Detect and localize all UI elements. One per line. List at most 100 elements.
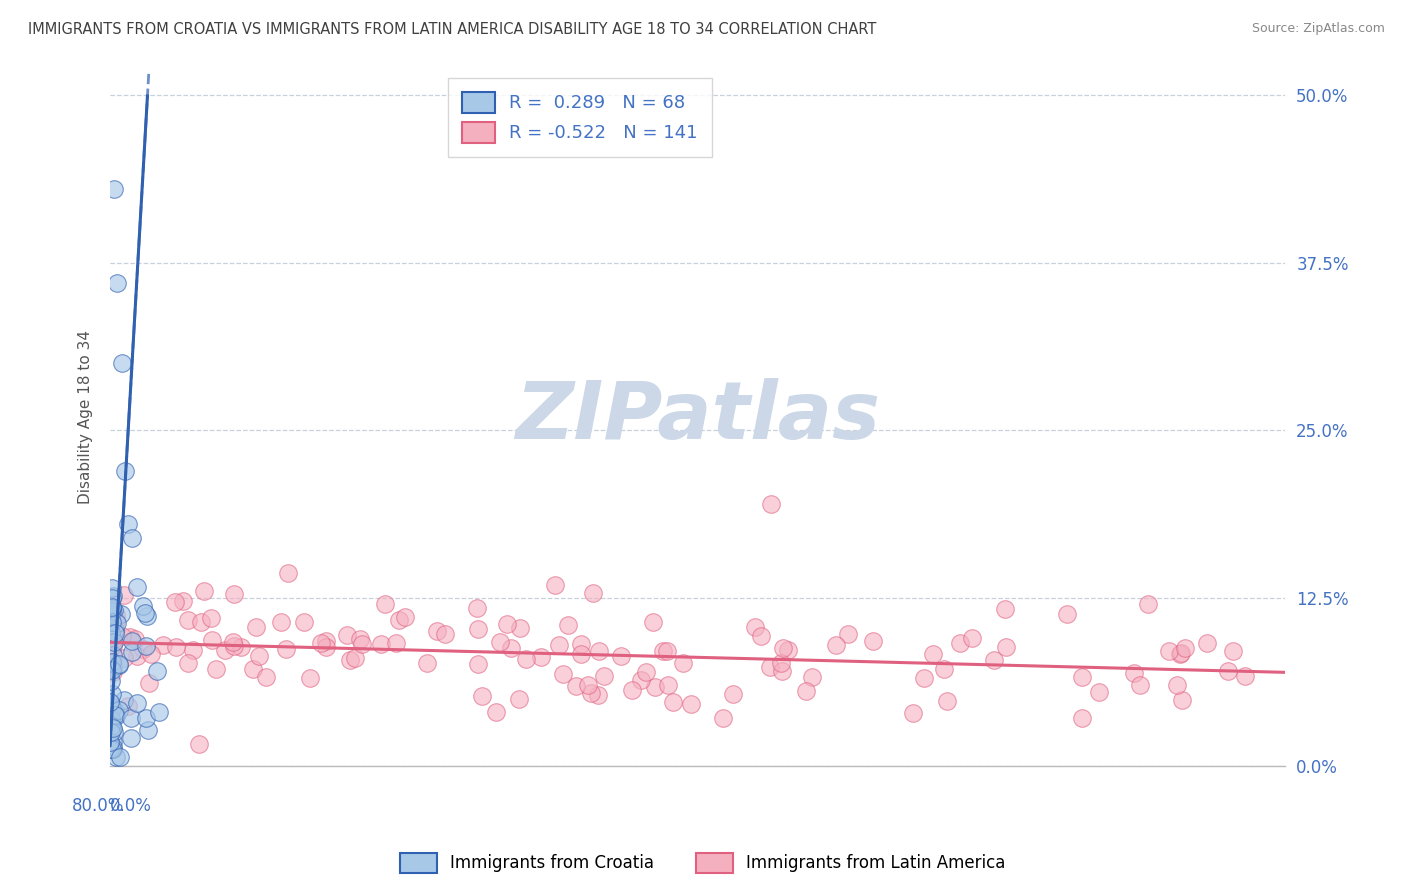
Point xyxy=(485,705,508,719)
Text: Source: ZipAtlas.com: Source: ZipAtlas.com xyxy=(1251,22,1385,36)
Point xyxy=(100,725,122,739)
Point xyxy=(101,591,124,605)
Point xyxy=(825,638,848,652)
Point xyxy=(103,725,125,739)
Point xyxy=(222,639,245,653)
Point xyxy=(1122,666,1144,681)
Point xyxy=(778,643,800,657)
Point xyxy=(108,749,131,764)
Point xyxy=(1129,678,1152,692)
Point xyxy=(112,651,135,665)
Point xyxy=(101,741,124,756)
Point xyxy=(465,600,488,615)
Point xyxy=(309,635,332,649)
Point xyxy=(100,604,122,618)
Point xyxy=(98,700,121,714)
Point xyxy=(588,644,610,658)
Point xyxy=(108,703,131,717)
Point xyxy=(101,581,124,595)
Point xyxy=(1071,670,1094,684)
Point xyxy=(224,586,246,600)
Point xyxy=(530,650,553,665)
Point xyxy=(770,664,793,678)
Point xyxy=(744,620,766,634)
Point xyxy=(222,635,245,649)
Text: IMMIGRANTS FROM CROATIA VS IMMIGRANTS FROM LATIN AMERICA DISABILITY AGE 18 TO 34: IMMIGRANTS FROM CROATIA VS IMMIGRANTS FR… xyxy=(28,22,876,37)
Point xyxy=(193,584,215,599)
Point xyxy=(315,640,337,655)
Point xyxy=(837,627,859,641)
Point xyxy=(634,665,657,679)
Point xyxy=(105,616,128,631)
Point xyxy=(370,637,392,651)
Point xyxy=(100,625,122,640)
Point xyxy=(569,638,592,652)
Point xyxy=(315,633,337,648)
Point xyxy=(187,737,209,751)
Point xyxy=(138,676,160,690)
Point xyxy=(131,599,153,613)
Point xyxy=(125,648,148,663)
Point xyxy=(681,698,703,712)
Point xyxy=(508,692,530,706)
Point xyxy=(101,656,124,670)
Point xyxy=(433,627,456,641)
Point xyxy=(652,644,675,658)
Point xyxy=(114,464,136,478)
Point xyxy=(111,629,134,643)
Point xyxy=(120,711,142,725)
Point xyxy=(983,653,1005,667)
Point xyxy=(205,662,228,676)
Point xyxy=(103,635,125,649)
Point xyxy=(1222,644,1244,658)
Point xyxy=(118,630,141,644)
Point xyxy=(1166,678,1188,692)
Point xyxy=(509,620,531,634)
Point xyxy=(190,615,212,629)
Point xyxy=(163,595,186,609)
Point xyxy=(100,604,122,618)
Point xyxy=(214,642,236,657)
Point xyxy=(111,356,134,370)
Point xyxy=(299,671,322,685)
Point xyxy=(101,720,124,734)
Point xyxy=(145,664,167,678)
Point xyxy=(609,649,631,664)
Point xyxy=(1168,647,1191,661)
Point xyxy=(110,607,132,622)
Point xyxy=(672,656,695,670)
Point xyxy=(630,673,652,687)
Point xyxy=(103,659,125,673)
Point xyxy=(136,609,159,624)
Point xyxy=(274,642,297,657)
Point xyxy=(101,633,124,648)
Point xyxy=(254,670,277,684)
Point xyxy=(100,712,122,726)
Point xyxy=(108,657,131,672)
Point xyxy=(104,708,127,723)
Point xyxy=(374,597,396,611)
Point xyxy=(564,679,586,693)
Point xyxy=(181,642,204,657)
Point xyxy=(101,735,124,749)
Point xyxy=(1170,646,1192,660)
Point xyxy=(621,682,644,697)
Point xyxy=(801,670,824,684)
Point xyxy=(100,701,122,715)
Point xyxy=(551,666,574,681)
Point xyxy=(1157,643,1180,657)
Point xyxy=(1174,641,1197,656)
Point xyxy=(1071,711,1094,725)
Point xyxy=(515,652,537,666)
Point xyxy=(201,633,224,648)
Point xyxy=(121,634,143,648)
Point xyxy=(643,615,665,629)
Point xyxy=(662,695,685,709)
Point xyxy=(112,693,135,707)
Point xyxy=(935,694,957,708)
Y-axis label: Disability Age 18 to 34: Disability Age 18 to 34 xyxy=(79,330,93,504)
Point xyxy=(100,697,122,711)
Point xyxy=(862,633,884,648)
Point xyxy=(101,742,124,756)
Point xyxy=(467,657,489,672)
